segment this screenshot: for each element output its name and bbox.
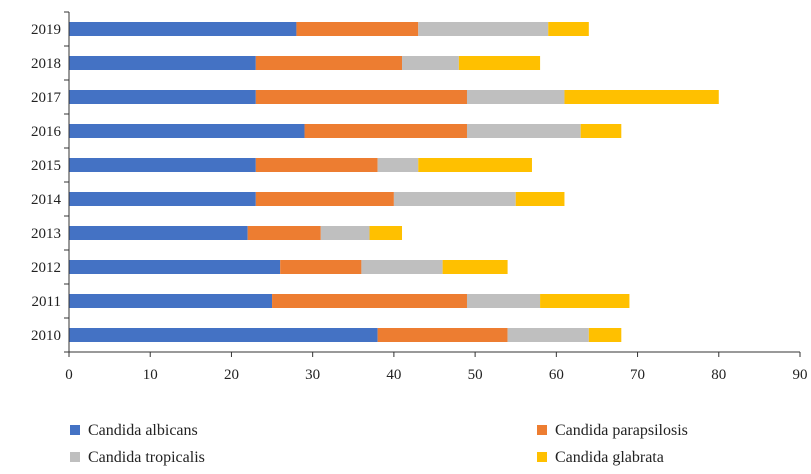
x-tick-label: 70: [630, 367, 645, 383]
legend-label-candida-glabrata: Candida glabrata: [555, 449, 664, 466]
x-tick-labels: 0 10 20 30 40 50 60 70 80 90: [65, 367, 807, 383]
bars-group: [69, 22, 719, 342]
bar-2016-candida-glabrata: [580, 124, 622, 138]
bar-2018-candida-tropicalis: [402, 56, 459, 70]
legend-label-candida-tropicalis: Candida tropicalis: [88, 449, 205, 466]
bar-2014-candida-albicans: [69, 192, 256, 206]
bar-2010-candida-tropicalis: [507, 328, 589, 342]
bar-2010-candida-parapsilosis: [377, 328, 508, 342]
bar-2019-candida-albicans: [69, 22, 297, 36]
x-tick-label: 90: [793, 367, 808, 383]
bar-2013-candida-glabrata: [369, 226, 403, 240]
bar-2016-candida-albicans: [69, 124, 305, 138]
bar-2010-candida-albicans: [69, 328, 378, 342]
legend-swatch-candida-tropicalis: [70, 452, 80, 462]
bar-2019-candida-parapsilosis: [296, 22, 419, 36]
bar-2013-candida-albicans: [69, 226, 248, 240]
y-tick-label: 2017: [31, 90, 62, 106]
legend-swatch-candida-albicans: [70, 425, 80, 435]
bar-2011-candida-parapsilosis: [272, 294, 467, 308]
x-tick-label: 30: [305, 367, 320, 383]
bar-2011-candida-tropicalis: [466, 294, 541, 308]
y-tick-labels: 2010 2011 2012 2013 2014 2015 2016 2017 2018 2019: [31, 11, 69, 353]
bar-2012-candida-tropicalis: [361, 260, 443, 274]
x-tick-label: 60: [549, 367, 564, 383]
legend-swatch-candida-parapsilosis: [537, 425, 547, 435]
x-tick-label: 0: [65, 367, 73, 383]
x-tick-marks: [68, 352, 801, 357]
bar-2017-candida-tropicalis: [466, 90, 565, 104]
bar-2016-candida-tropicalis: [466, 124, 581, 138]
bar-2015-candida-parapsilosis: [255, 158, 378, 172]
bar-2017-candida-parapsilosis: [255, 90, 467, 104]
y-tick-label: 2014: [31, 192, 62, 208]
y-tick-label: 2015: [31, 158, 61, 174]
bar-2010-candida-glabrata: [588, 328, 622, 342]
bar-2014-candida-tropicalis: [393, 192, 516, 206]
y-tick-label: 2012: [31, 260, 61, 276]
legend-swatch-candida-glabrata: [537, 452, 547, 462]
y-tick-label: 2010: [31, 328, 61, 344]
x-tick-label: 80: [711, 367, 726, 383]
x-tick-label: 10: [143, 367, 158, 383]
bar-2012-candida-glabrata: [442, 260, 508, 274]
bar-2018-candida-parapsilosis: [255, 56, 403, 70]
legend: Candida albicans Candida parapsilosis Cand…: [70, 422, 688, 466]
bar-2015-candida-albicans: [69, 158, 256, 172]
x-tick-label: 20: [224, 367, 239, 383]
bar-2017-candida-albicans: [69, 90, 256, 104]
bar-2011-candida-albicans: [69, 294, 273, 308]
bar-2012-candida-parapsilosis: [280, 260, 362, 274]
y-tick-label: 2011: [32, 294, 61, 310]
bar-2013-candida-parapsilosis: [247, 226, 321, 240]
bar-2014-candida-glabrata: [515, 192, 565, 206]
bar-2017-candida-glabrata: [564, 90, 719, 104]
bar-2015-candida-glabrata: [418, 158, 532, 172]
bar-2014-candida-parapsilosis: [255, 192, 394, 206]
y-tick-label: 2019: [31, 22, 61, 38]
legend-label-candida-parapsilosis: Candida parapsilosis: [555, 422, 688, 439]
x-tick-label: 40: [386, 367, 401, 383]
bar-2012-candida-albicans: [69, 260, 281, 274]
bar-2019-candida-glabrata: [548, 22, 589, 36]
bar-2016-candida-parapsilosis: [304, 124, 467, 138]
y-tick-label: 2018: [31, 56, 61, 72]
legend-label-candida-albicans: Candida albicans: [88, 422, 198, 439]
bar-2019-candida-tropicalis: [418, 22, 549, 36]
bar-2011-candida-glabrata: [540, 294, 630, 308]
bar-2015-candida-tropicalis: [377, 158, 419, 172]
x-tick-label: 50: [468, 367, 483, 383]
y-tick-label: 2013: [31, 226, 61, 242]
bar-2018-candida-glabrata: [458, 56, 541, 70]
bar-2018-candida-albicans: [69, 56, 256, 70]
y-tick-label: 2016: [31, 124, 62, 140]
bar-2013-candida-tropicalis: [320, 226, 370, 240]
